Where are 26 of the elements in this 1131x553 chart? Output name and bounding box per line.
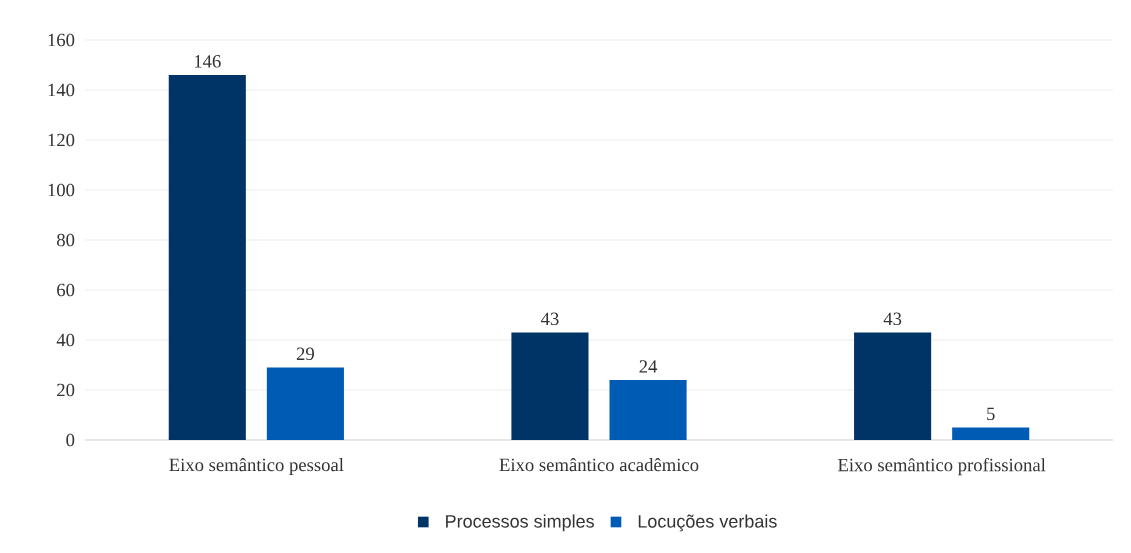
bar xyxy=(854,332,932,440)
y-tick-label: 140 xyxy=(48,83,75,97)
y-tick-label: 0 xyxy=(66,433,75,447)
data-label: 29 xyxy=(296,347,314,361)
bar xyxy=(511,332,589,440)
data-label: 43 xyxy=(540,312,559,326)
bar xyxy=(266,367,344,440)
bar xyxy=(952,427,1030,440)
y-tick-label: 160 xyxy=(48,33,75,47)
data-label: 146 xyxy=(194,55,221,68)
y-tick-label: 40 xyxy=(56,333,75,347)
y-tick-label: 120 xyxy=(48,133,75,147)
legend-label: Processos simples xyxy=(446,514,594,532)
data-label: 24 xyxy=(639,360,658,373)
x-tick-label: Eixo semântico acadêmico xyxy=(499,458,699,472)
data-label: 43 xyxy=(883,312,902,326)
y-tick-label: 80 xyxy=(57,233,75,247)
bar xyxy=(609,379,687,440)
x-tick-label: Eixo semântico pessoal xyxy=(169,458,344,475)
data-label: 5 xyxy=(987,407,995,421)
y-tick-label: 60 xyxy=(57,283,75,297)
legend-label: Locuções verbais xyxy=(638,514,777,532)
x-tick-label: Eixo semântico profissional xyxy=(838,458,1046,476)
y-tick-label: 20 xyxy=(57,383,75,397)
bar xyxy=(168,74,246,440)
y-tick-label: 100 xyxy=(48,183,75,197)
